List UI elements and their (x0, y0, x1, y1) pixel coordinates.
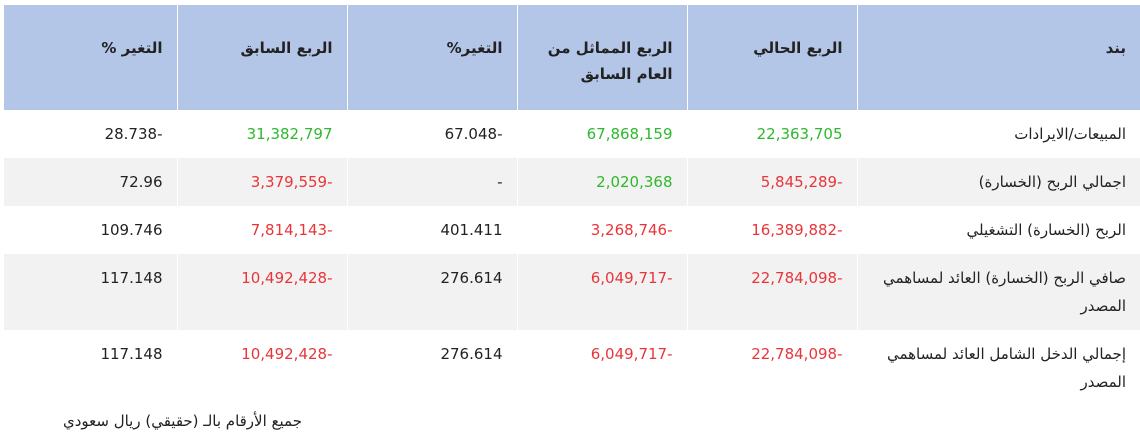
column-header: بند (856, 5, 1140, 110)
table-cell: -10,492,428 (176, 330, 347, 406)
table-cell: -22,784,098 (686, 330, 857, 406)
table-body: المبيعات/الايرادات 22,363,705 67,868,159 -6… (2, 110, 1140, 406)
table-cell: -3,268,746 (516, 206, 687, 254)
table-row: الربح (الخسارة) التشغيلي -16,389,882 -3,26… (2, 206, 1140, 254)
table-cell: 276.614 (346, 254, 517, 330)
table-cell: 109.746 (2, 206, 177, 254)
table-cell: -7,814,143 (176, 206, 347, 254)
table-cell: -6,049,717 (516, 254, 687, 330)
table-cell: -16,389,882 (686, 206, 857, 254)
table-cell: -5,845,289 (686, 158, 857, 206)
column-header: التغير % (2, 5, 177, 110)
table-cell: 117.148 (2, 254, 177, 330)
column-header: الربع المماثل من العام السابق (516, 5, 687, 110)
row-label: اجمالي الربح (الخسارة) (856, 158, 1140, 206)
table-cell: 401.411 (346, 206, 517, 254)
row-label: المبيعات/الايرادات (856, 110, 1140, 158)
table-cell: -22,784,098 (686, 254, 857, 330)
row-label: إجمالي الدخل الشامل العائد لمساهمي المصد… (856, 330, 1140, 406)
table-cell: -28.738 (2, 110, 177, 158)
column-header: الربع السابق (176, 5, 347, 110)
financial-table: بند الربع الحالي الربع المماثل من العام ال… (2, 5, 1140, 406)
column-header: التغير% (346, 5, 517, 110)
table-row: صافي الربح (الخسارة) العائد لمساهمي المص… (2, 254, 1140, 330)
table-cell: 67,868,159 (516, 110, 687, 158)
footnote: جميع الأرقام بالـ (حقيقي) ريال سعودي (62, 412, 302, 430)
row-label: صافي الربح (الخسارة) العائد لمساهمي المص… (856, 254, 1140, 330)
table-cell: -67.048 (346, 110, 517, 158)
table-cell: 22,363,705 (686, 110, 857, 158)
header-row: بند الربع الحالي الربع المماثل من العام ال… (2, 5, 1140, 110)
column-header: الربع الحالي (686, 5, 857, 110)
table-cell: 72.96 (2, 158, 177, 206)
table-row: إجمالي الدخل الشامل العائد لمساهمي المصد… (2, 330, 1140, 406)
row-label: الربح (الخسارة) التشغيلي (856, 206, 1140, 254)
table-row: اجمالي الربح (الخسارة) -5,845,289 2,020,36… (2, 158, 1140, 206)
table-cell: 117.148 (2, 330, 177, 406)
table-cell: -10,492,428 (176, 254, 347, 330)
table-cell: 276.614 (346, 330, 517, 406)
table-cell: 31,382,797 (176, 110, 347, 158)
table-row: المبيعات/الايرادات 22,363,705 67,868,159 -6… (2, 110, 1140, 158)
table-cell: 2,020,368 (516, 158, 687, 206)
table-cell: -6,049,717 (516, 330, 687, 406)
table-cell: - (346, 158, 517, 206)
table-cell: -3,379,559 (176, 158, 347, 206)
